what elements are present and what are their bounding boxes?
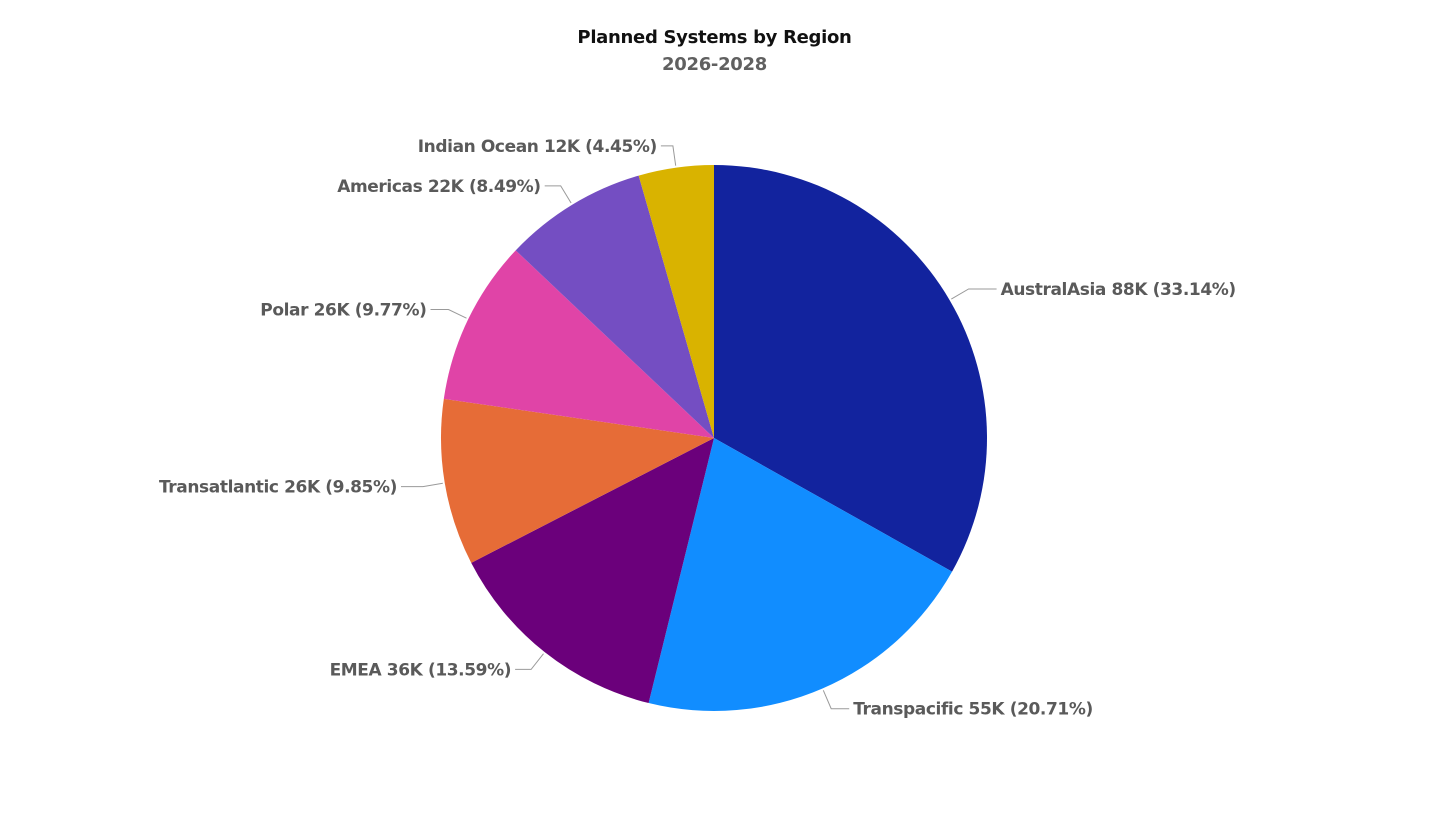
chart-subtitle: 2026-2028 [662,54,767,75]
pie-slices [440,165,988,712]
leader-line-australasia [951,288,997,300]
pie-slice-americas[interactable] [515,175,714,438]
pie-slice-indian-ocean[interactable] [638,165,714,438]
data-label-australasia: AustralAsia 88K (33.14%) [1001,280,1236,300]
leader-line-polar [430,309,467,319]
data-label-emea: EMEA 36K (13.59%) [330,660,512,680]
pie-slice-polar[interactable] [443,250,714,438]
data-label-americas: Americas 22K (8.49%) [337,177,540,197]
data-label-indian-ocean: Indian Ocean 12K (4.45%) [418,137,657,157]
leader-lines [401,145,997,710]
leader-line-emea [515,653,544,670]
leader-line-indian-ocean [660,145,677,166]
data-label-transpacific: Transpacific 55K (20.71%) [853,700,1093,720]
pie-slice-transpacific[interactable] [648,438,953,712]
chart-title: Planned Systems by Region [577,27,852,48]
data-labels: AustralAsia 88K (33.14%) Transpacific 55K… [159,137,1236,720]
leader-line-transatlantic [401,482,443,488]
data-label-transatlantic: Transatlantic 26K (9.85%) [159,478,397,498]
pie-slice-emea[interactable] [471,438,714,704]
leader-line-americas [544,185,572,204]
data-label-polar: Polar 26K (9.77%) [260,301,426,321]
leader-line-transpacific [822,690,850,710]
pie-slice-australasia[interactable] [714,165,988,572]
chart-header: Planned Systems by Region 2026-2028 [0,26,1429,80]
pie-slice-transatlantic[interactable] [440,398,714,563]
